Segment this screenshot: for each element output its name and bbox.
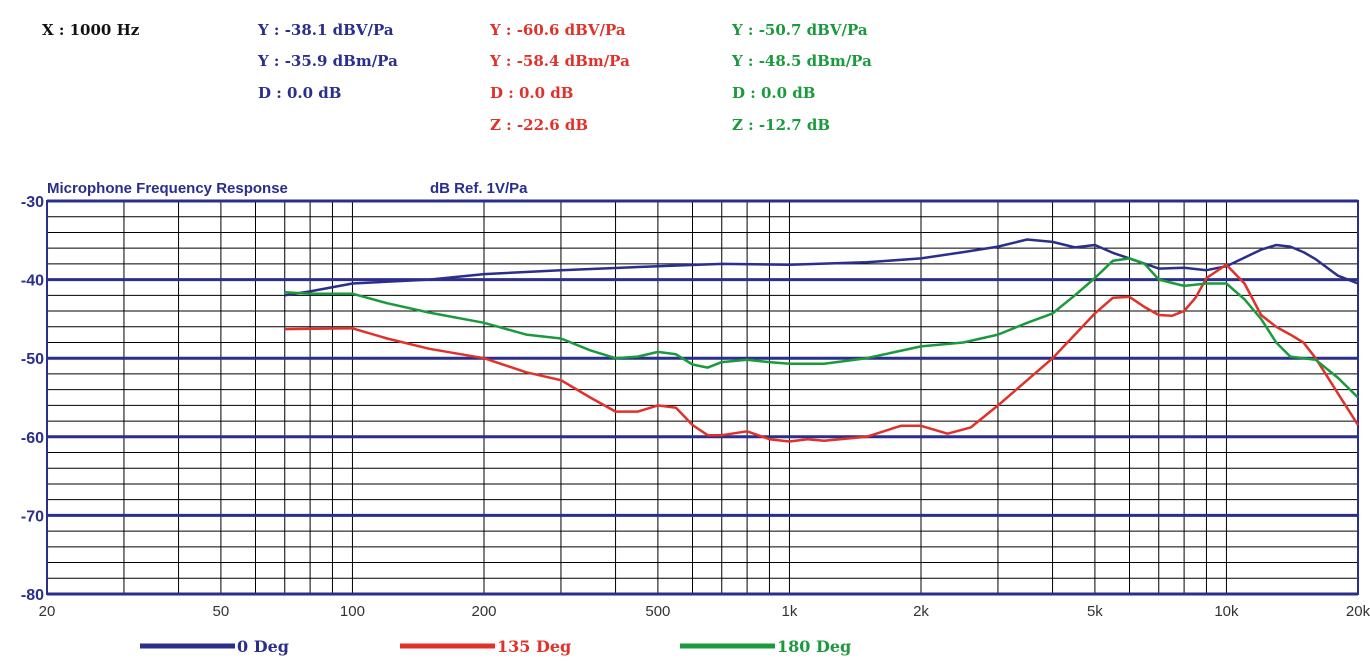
legend: 0 Deg 135 Deg 180 Deg — [140, 637, 851, 656]
minor-grid — [46, 200, 1359, 595]
major-grid — [46, 199, 1359, 596]
series-lines — [284, 238, 1360, 443]
readout-red-2: D : 0.0 dB — [490, 84, 574, 102]
readout-green-1: Y : -48.5 dBm/Pa — [732, 52, 872, 70]
readout-green-0: Y : -50.7 dBV/Pa — [732, 21, 868, 39]
y-tick-label: -60 — [21, 430, 44, 447]
series-line — [284, 238, 1359, 297]
legend-label: 0 Deg — [237, 637, 289, 656]
legend-label: 180 Deg — [777, 637, 851, 656]
x-readout: X : 1000 Hz — [42, 21, 140, 39]
y-axis-ticks: -30 -40 -50 -60 -70 -80 — [21, 194, 44, 604]
readout-green-3: Z : -12.7 dB — [732, 116, 831, 134]
x-tick-label: 20k — [1346, 603, 1370, 620]
x-tick-label: 20 — [39, 603, 56, 620]
x-tick-label: 2k — [913, 603, 929, 620]
y-tick-label: -70 — [21, 508, 44, 525]
y-tick-label: -50 — [21, 351, 44, 368]
y-tick-label: -30 — [21, 194, 44, 211]
x-axis-ticks: 20 50 100 200 500 1k 2k 5k 10k 20k — [39, 603, 1370, 620]
chart-title: Microphone Frequency Response — [47, 180, 288, 197]
readout-green-2: D : 0.0 dB — [732, 84, 816, 102]
y-axis-unit-label: dB Ref. 1V/Pa — [430, 180, 528, 197]
y-tick-label: -40 — [21, 273, 44, 290]
x-tick-label: 10k — [1214, 603, 1239, 620]
x-tick-label: 200 — [471, 603, 496, 620]
x-tick-label: 500 — [645, 603, 670, 620]
readout-blue-0: Y : -38.1 dBV/Pa — [258, 21, 394, 39]
plot-frame — [46, 200, 1359, 595]
series-line — [284, 263, 1360, 443]
readout-blue-2: D : 0.0 dB — [258, 84, 342, 102]
readout-red-0: Y : -60.6 dBV/Pa — [490, 21, 626, 39]
x-tick-label: 100 — [340, 603, 365, 620]
legend-label: 135 Deg — [497, 637, 571, 656]
x-tick-label: 5k — [1087, 603, 1103, 620]
readout-red-3: Z : -22.6 dB — [490, 116, 589, 134]
x-tick-label: 50 — [213, 603, 230, 620]
readout-blue-1: Y : -35.9 dBm/Pa — [258, 52, 398, 70]
readout-red-1: Y : -58.4 dBm/Pa — [490, 52, 630, 70]
x-tick-label: 1k — [782, 603, 798, 620]
series-line — [284, 257, 1359, 399]
y-tick-label: -80 — [21, 587, 44, 604]
